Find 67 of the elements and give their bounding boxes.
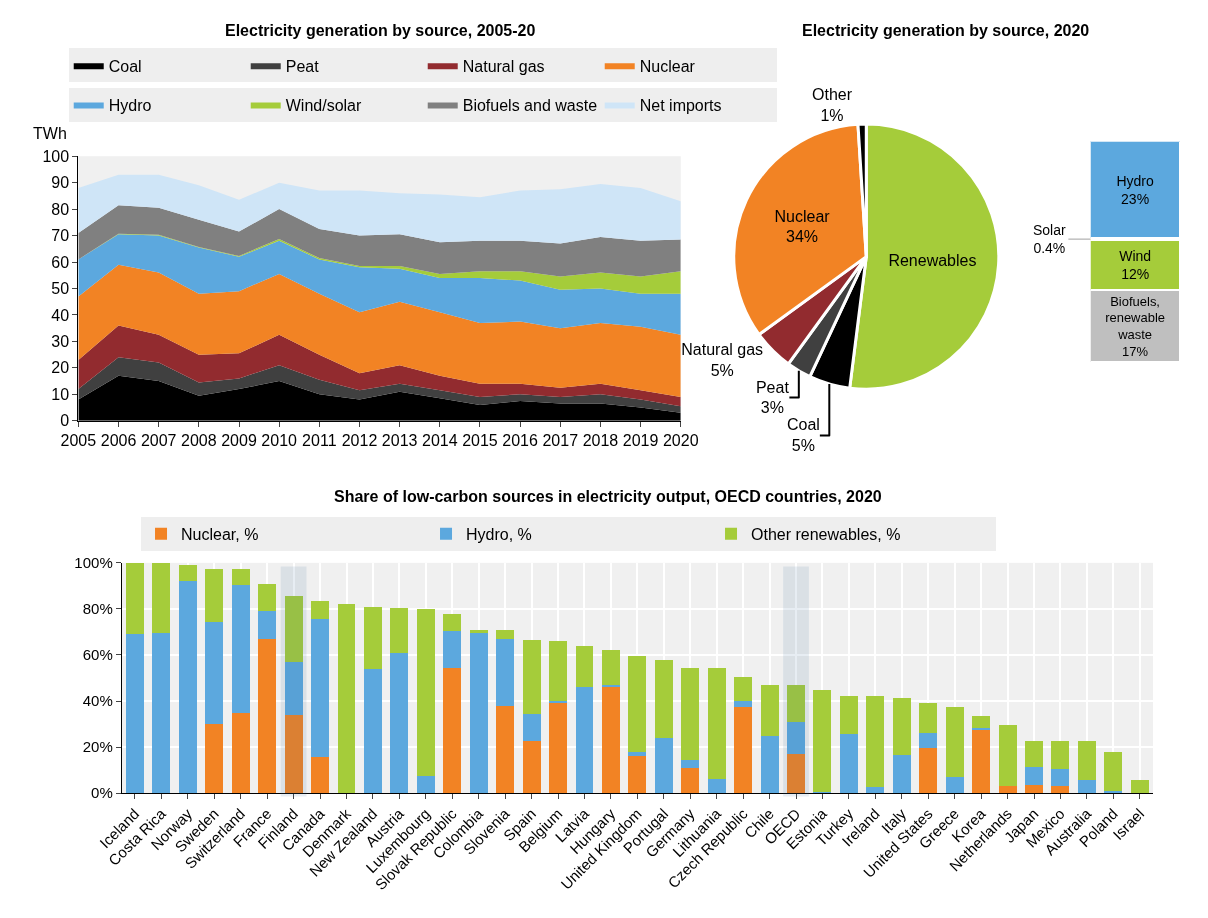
x-tick-label: 2020: [662, 431, 699, 449]
data-label: 0.4%: [1033, 240, 1066, 257]
data-label: 3%: [760, 399, 784, 417]
slice-label: Nuclear: [774, 207, 831, 225]
x-tick-label: 2013: [381, 431, 418, 449]
y-tick-label: 40%: [82, 692, 113, 710]
x-tick-label: 2017: [542, 431, 579, 449]
data-label: 17%: [1122, 344, 1149, 360]
data-label: 1%: [820, 107, 844, 125]
x-tick-label: 2019: [622, 431, 659, 449]
legend-label: Coal: [108, 57, 142, 75]
legend-label: Hydro, %: [466, 525, 532, 543]
x-tick-label: 2012: [341, 431, 378, 449]
x-tick-label: 2018: [582, 431, 619, 449]
x-tick-label: 2010: [261, 431, 298, 449]
legend-label: Biofuels and waste: [462, 96, 598, 114]
y-tick-label: 100: [42, 147, 70, 165]
data-label: 12%: [1121, 266, 1150, 283]
y-axis-title: TWh: [33, 125, 67, 142]
series-label: Hydro: [1116, 172, 1154, 189]
chart-title: Electricity generation by source, 2005-20: [225, 22, 536, 39]
x-tick-label: 2009: [221, 431, 257, 449]
series-label: Biofuels, renewable waste: [1105, 293, 1166, 343]
x-tick-label: 2007: [140, 431, 177, 449]
y-tick-label: 10: [51, 385, 70, 403]
y-tick-label: 20%: [82, 738, 113, 756]
legend-label: Nuclear: [639, 57, 696, 75]
legend-label: Wind/solar: [285, 96, 362, 114]
series-label: Wind: [1119, 248, 1152, 265]
y-tick-label: 0: [60, 412, 70, 430]
legend-label: Nuclear, %: [181, 525, 259, 543]
slice-label: Renewables: [888, 252, 977, 270]
x-tick-label: 2006: [100, 431, 137, 449]
legend-label: Peat: [285, 57, 320, 75]
slice-label: Coal: [786, 416, 820, 434]
y-tick-label: 80: [51, 200, 70, 218]
legend-label: Net imports: [639, 96, 722, 114]
slice-label: Other: [811, 86, 853, 104]
y-tick-label: 90: [51, 174, 70, 192]
y-tick-label: 60%: [82, 646, 113, 664]
slice-label: Peat: [755, 378, 790, 396]
y-tick-label: 70: [51, 227, 70, 245]
slice-label: Natural gas: [681, 340, 764, 358]
data-label: 5%: [710, 361, 734, 379]
data-label: 23%: [1121, 190, 1150, 207]
y-tick-label: 60: [51, 253, 70, 271]
legend-label: Hydro: [108, 96, 152, 114]
data-label: 5%: [791, 437, 815, 455]
data-label: 34%: [786, 228, 819, 246]
legend-label: Natural gas: [462, 57, 545, 75]
x-tick-label: 2005: [60, 431, 97, 449]
y-tick-label: 80%: [82, 600, 113, 618]
chart-title: Electricity generation by source, 2020: [802, 22, 1090, 39]
legend-label: Other renewables, %: [751, 525, 901, 543]
x-tick-label: 2011: [302, 431, 337, 449]
y-tick-label: 0%: [91, 784, 113, 802]
series-label: Solar: [1033, 222, 1067, 238]
y-tick-label: 20: [51, 359, 70, 377]
y-tick-label: 100%: [74, 554, 113, 572]
x-tick-label: 2016: [502, 431, 539, 449]
chart-title: Share of low-carbon sources in electricity output, OECD countries, 2020: [334, 488, 882, 505]
y-tick-label: 50: [51, 280, 70, 298]
y-tick-label: 30: [51, 333, 70, 350]
x-tick-label: 2015: [462, 431, 498, 449]
x-tick-label: 2014: [422, 431, 458, 449]
y-tick-label: 40: [51, 306, 70, 324]
x-tick-label: 2008: [181, 431, 217, 449]
